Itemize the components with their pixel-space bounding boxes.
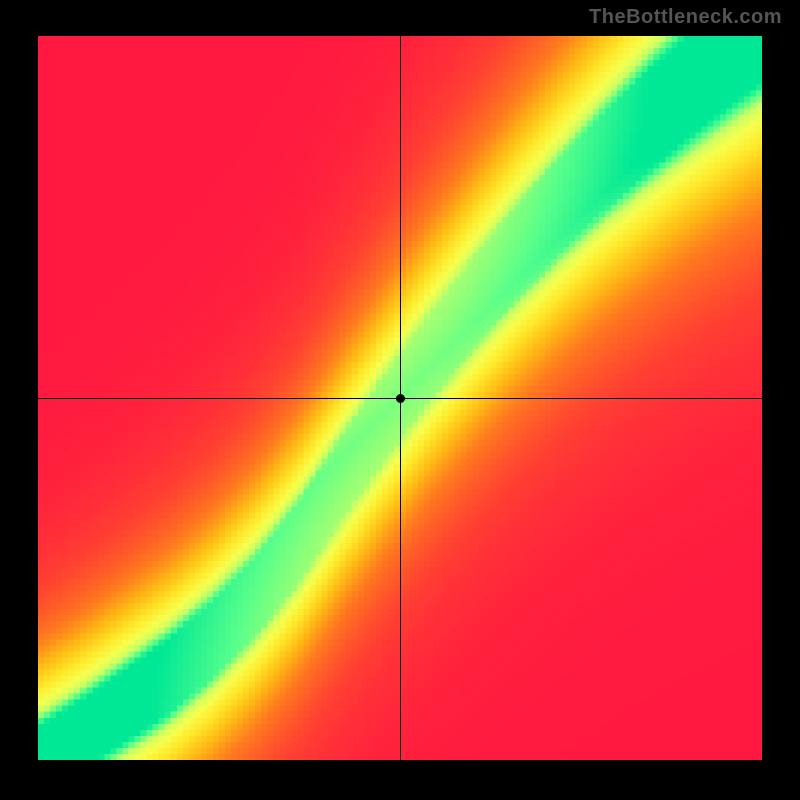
watermark-text: TheBottleneck.com bbox=[589, 6, 782, 29]
crosshair-marker bbox=[396, 394, 405, 403]
plot-area bbox=[38, 36, 762, 760]
